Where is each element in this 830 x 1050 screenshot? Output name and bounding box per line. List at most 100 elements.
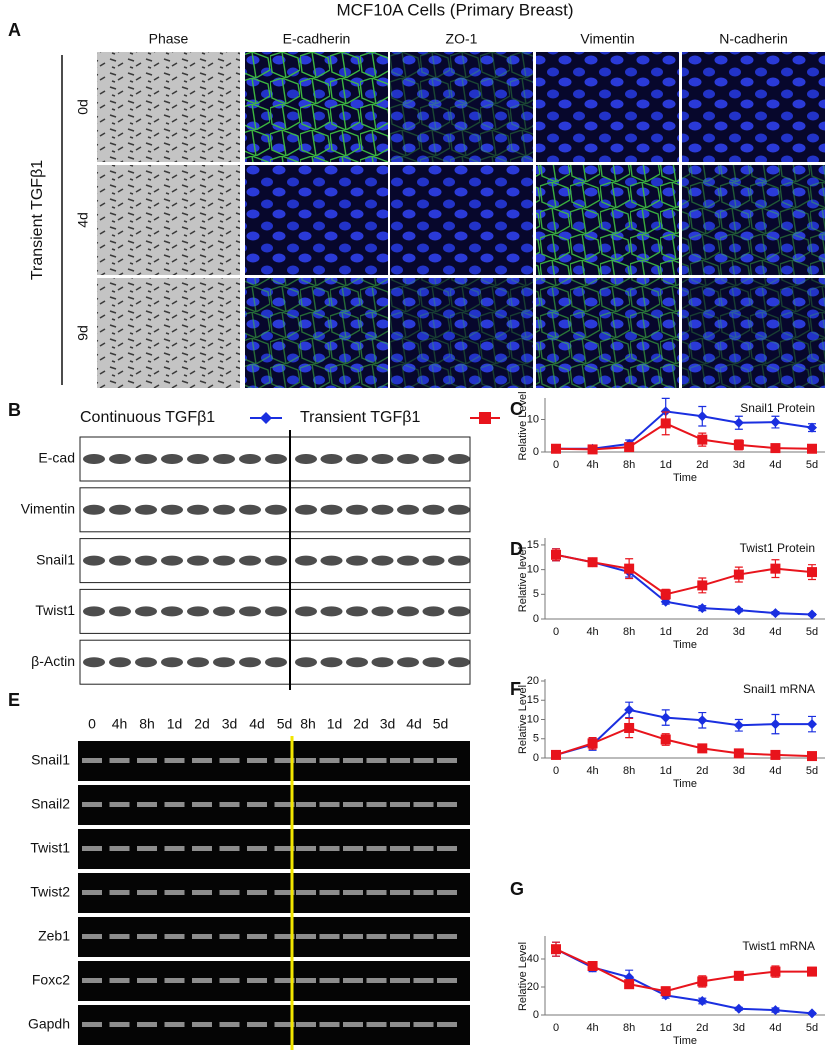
gel-band [274,978,295,983]
blot-band [187,454,209,464]
y-tick-label: 0 [533,1009,539,1021]
gel-band [137,846,157,851]
data-point [770,966,781,977]
gel-band [296,758,316,763]
x-axis-label: Time [673,472,697,484]
x-tick-label: 3d [733,459,745,471]
blot-band [448,454,470,464]
blot-band [213,606,235,617]
gel-band [413,890,434,895]
lane-label: 4h [112,716,128,732]
blot-band [83,454,105,464]
blot-band [295,555,317,566]
gel-band [82,846,102,851]
x-tick-label: 8h [623,1022,635,1034]
blot-band [83,555,105,566]
gel-band [390,802,410,807]
blot-band [448,606,470,617]
stain-overlay [245,52,388,162]
data-point [660,406,671,417]
gel-band [137,1022,157,1027]
gel-band [219,978,240,983]
blot-band [448,657,470,668]
gel-band [164,978,185,983]
gel-band [82,1022,102,1027]
gel-band [296,934,316,939]
y-axis-label: Relative Level [517,942,529,1011]
data-point [733,720,744,731]
data-point [770,443,781,454]
blot-band [239,555,261,566]
gel-band [437,846,457,851]
blot-band [265,657,287,668]
data-point [770,608,781,619]
blot-band [371,504,394,515]
data-point [807,751,817,762]
blot-band [320,454,343,464]
lane-label: 5d [277,716,293,732]
gel-band [247,846,267,851]
data-point [770,749,781,760]
gel-band [82,934,102,939]
blot-band [295,504,317,515]
blot-band [397,606,419,617]
blot-band [320,555,343,566]
y-tick-label: 5 [533,588,539,600]
gel-band [219,846,240,851]
gel-band [413,934,434,939]
series-line [555,708,812,756]
chart-title: Twist1 mRNA [742,939,815,953]
data-point [733,605,744,616]
y-tick-label: 40 [527,953,539,965]
blot-band [265,555,287,566]
blot-band [239,606,261,617]
data-point [587,961,598,971]
blot-band [265,606,287,617]
legend-label: Transient TGFβ1 [300,409,420,426]
gel-band [274,890,295,895]
y-axis-label: Relative level [517,547,529,612]
fluorescence-image [245,165,388,275]
blot-band [371,606,394,617]
data-point [697,976,708,987]
data-point [807,567,817,578]
gel-band [413,758,434,763]
data-point [697,743,708,754]
blot-band [397,555,419,566]
gel-band [319,802,340,807]
data-point [587,557,598,568]
gel-band [137,934,157,939]
blot-band [213,454,235,464]
x-tick-label: 2d [696,459,708,471]
data-point [660,986,671,997]
data-point [624,563,635,574]
blot-band [320,657,343,668]
y-tick-label: 10 [527,564,539,576]
x-tick-label: 1d [660,765,672,777]
gel-band [82,758,102,763]
phase-image [97,165,240,275]
gel-band [343,978,363,983]
stain-overlay [390,278,533,388]
stain-overlay [682,278,825,388]
blot-band [265,504,287,515]
lane-label: 5d [433,716,449,732]
gel-band [109,978,130,983]
blot-band [422,504,445,515]
lane-label: 4d [249,716,265,732]
gel-band [274,758,295,763]
panel-letter: D [510,539,523,559]
gel-band [164,934,185,939]
data-point [660,589,671,600]
blot-band [239,504,261,515]
data-point [551,944,561,955]
blot-band [320,504,343,515]
gel-band [437,1022,457,1027]
x-tick-label: 5d [806,459,818,471]
gel-band [343,846,363,851]
lane-label: 2d [194,716,210,732]
column-header: N-cadherin [719,31,787,47]
blot-band [295,657,317,668]
blot-band [346,606,368,617]
gel-band [109,1022,130,1027]
